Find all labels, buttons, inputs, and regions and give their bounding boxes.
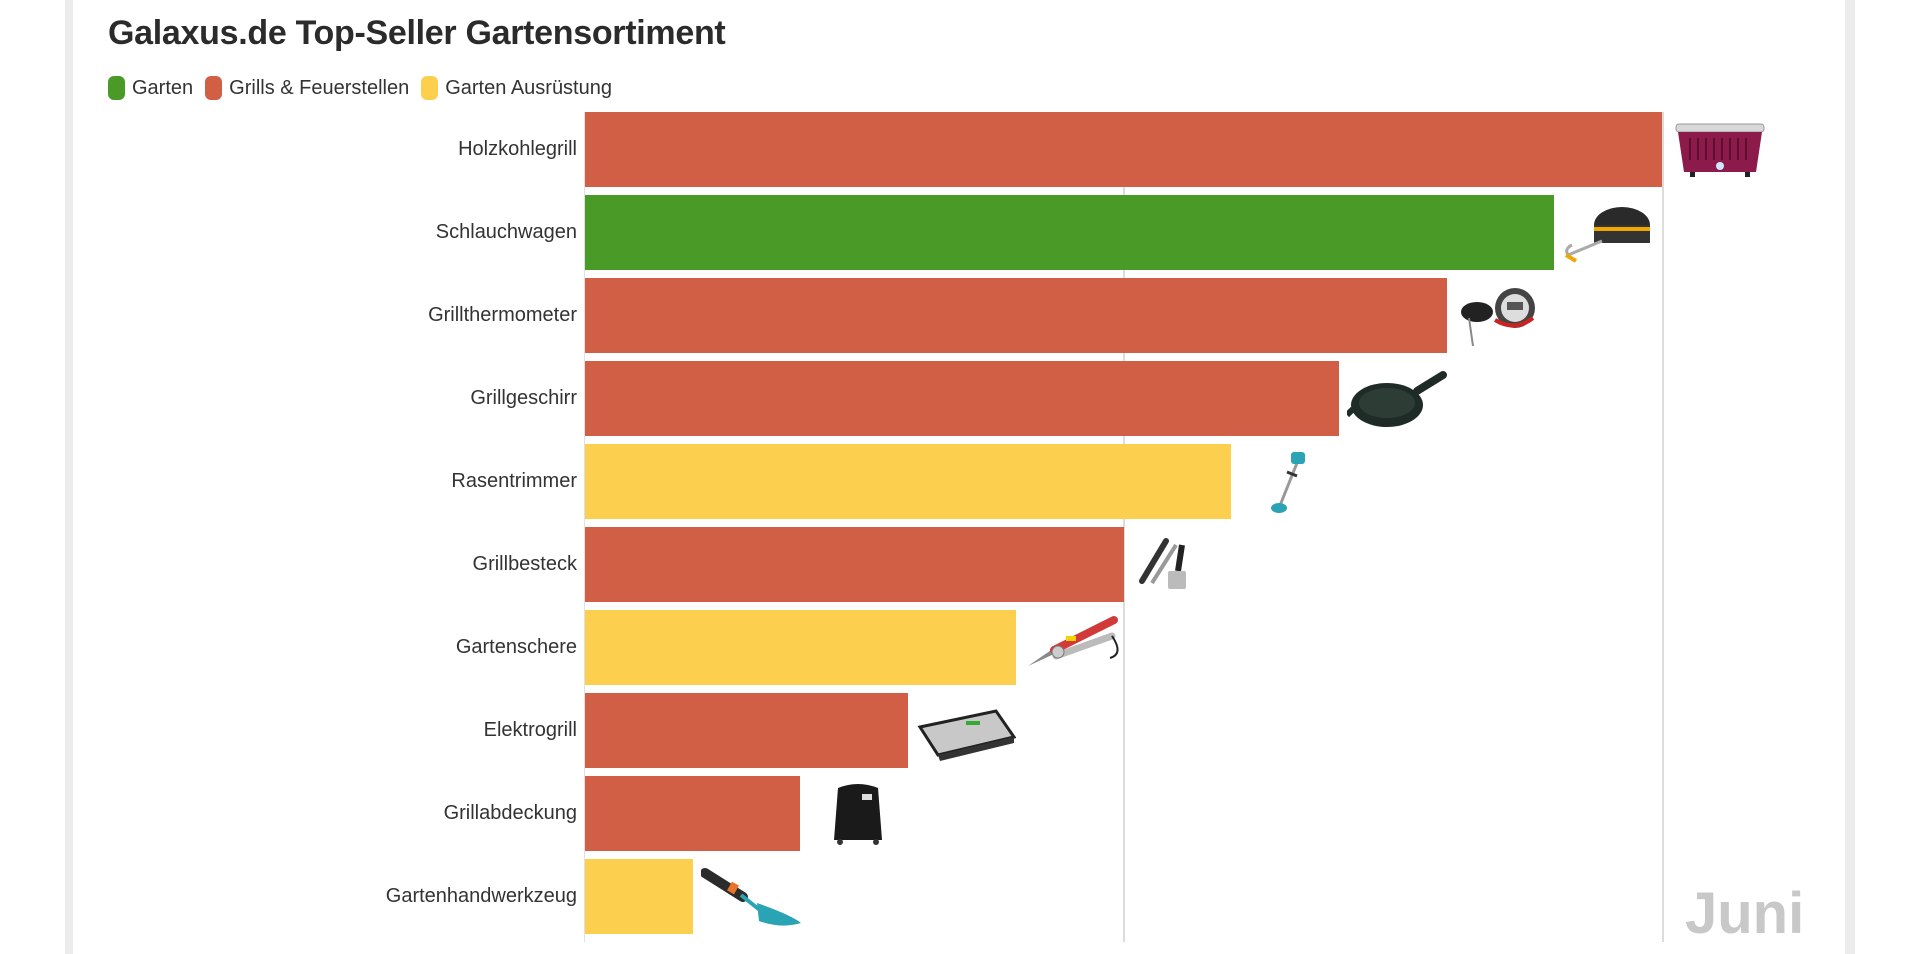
chart-title: Galaxus.de Top-Seller Gartensortiment [108, 14, 726, 52]
bar[interactable] [585, 112, 1662, 187]
plot-area: Holzkohlegrill Schlauchwagen Grillthermome… [386, 112, 1765, 954]
legend-item-ausruestung[interactable]: Garten Ausrüstung [421, 76, 612, 100]
bar-row-elektrogrill[interactable]: Elektrogrill [484, 693, 1685, 768]
bar-row-grillbesteck[interactable]: Grillbesteck [473, 527, 1685, 602]
category-label: Holzkohlegrill [458, 138, 577, 160]
bar[interactable] [585, 195, 1554, 270]
bar-row-holzkohlegrill[interactable]: Holzkohlegrill [458, 112, 1765, 187]
category-label: Rasentrimmer [451, 470, 577, 492]
legend-label: Grills & Feuerstellen [229, 76, 410, 99]
grill-cover-icon [808, 780, 908, 848]
period-watermark: Juni [1685, 881, 1805, 946]
category-label: Grillbesteck [472, 553, 577, 575]
bar[interactable] [585, 361, 1339, 436]
category-label: Grillgeschirr [470, 387, 577, 409]
bar-row-grillgeschirr[interactable]: Grillgeschirr [470, 361, 1685, 436]
grill-tongs-spatula-icon [1132, 531, 1232, 599]
hose-reel-cart-icon [1562, 199, 1662, 267]
hand-trowel-icon [700, 863, 801, 931]
pruning-shears-icon [1024, 614, 1124, 682]
bar[interactable] [585, 776, 800, 851]
legend: Garten Grills & Feuerstellen Garten Ausr… [108, 76, 624, 100]
legend-swatch-red [205, 76, 223, 100]
legend-item-grills[interactable]: Grills & Feuerstellen [205, 76, 409, 100]
frame-right-border [1845, 0, 1855, 954]
gridline-max [1662, 112, 1664, 942]
frame-left-border [65, 0, 73, 954]
bar[interactable] [585, 610, 1016, 685]
bar-row-gartenschere[interactable]: Gartenschere [456, 610, 1685, 685]
category-label: Grillabdeckung [443, 802, 577, 824]
category-label: Gartenschere [455, 636, 577, 658]
legend-swatch-yellow [421, 76, 439, 100]
purple-charcoal-grill-icon [1670, 116, 1770, 184]
gridline-mid [1123, 112, 1125, 942]
bar[interactable] [585, 859, 693, 934]
legend-swatch-green [108, 76, 125, 100]
legend-label: Garten Ausrüstung [445, 76, 612, 99]
category-label: Gartenhandwerkzeug [385, 885, 577, 907]
legend-label: Garten [132, 76, 194, 99]
string-trimmer-icon [1239, 448, 1339, 516]
bar-row-schlauchwagen[interactable]: Schlauchwagen [436, 195, 1685, 270]
contact-grill-icon [916, 697, 1017, 765]
legend-item-garten[interactable]: Garten [108, 76, 193, 100]
grill-thermometer-icon [1455, 282, 1555, 350]
y-axis-line [584, 112, 585, 942]
bar[interactable] [585, 693, 908, 768]
bar-row-gartenhandwerkzeug[interactable]: Gartenhandwerkzeug [386, 859, 1685, 934]
cast-iron-skillet-icon [1344, 365, 1447, 433]
category-label: Schlauchwagen [435, 221, 577, 243]
bar[interactable] [585, 278, 1447, 353]
bar[interactable] [585, 444, 1231, 519]
category-label: Grillthermometer [428, 304, 577, 326]
bar-row-rasentrimmer[interactable]: Rasentrimmer [451, 444, 1685, 519]
bar-row-grillthermometer[interactable]: Grillthermometer [428, 278, 1685, 353]
category-label: Elektrogrill [483, 719, 577, 741]
bar[interactable] [585, 527, 1124, 602]
bar-row-grillabdeckung[interactable]: Grillabdeckung [444, 776, 1685, 851]
